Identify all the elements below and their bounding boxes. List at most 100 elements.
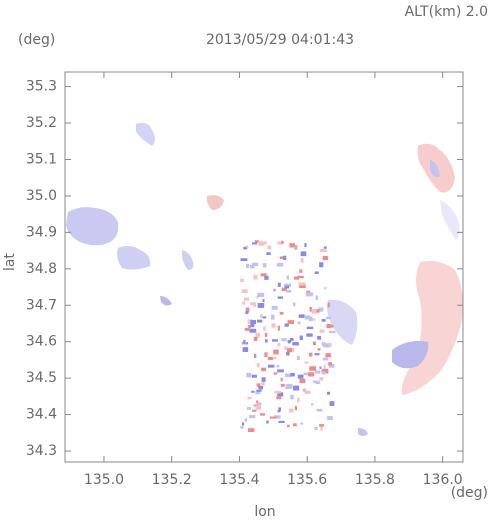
echo-cell	[277, 241, 284, 245]
echo-cell	[289, 337, 294, 341]
echo-cell	[319, 262, 324, 268]
echo-cell	[325, 316, 332, 320]
echo-cell	[314, 427, 318, 431]
echo-cell	[280, 383, 285, 387]
echo-cell	[289, 243, 295, 248]
echo-cell	[328, 362, 332, 366]
echo-cell	[277, 342, 281, 347]
echo-cell	[247, 396, 252, 400]
echo-cell	[328, 343, 332, 347]
echo-cell	[245, 307, 250, 312]
echo-cell	[325, 353, 331, 358]
echo-cell	[305, 292, 313, 297]
echo-cell	[315, 295, 319, 300]
echo-cell	[277, 369, 284, 373]
echo-cell	[290, 372, 295, 377]
echo-cell	[319, 366, 322, 369]
x-tick-label: 135.2	[152, 472, 192, 488]
echo-cell	[312, 341, 316, 346]
echo-cell	[314, 353, 320, 356]
x-unit: (deg)	[451, 485, 488, 501]
echo-cell	[297, 374, 304, 379]
echo-cell	[272, 356, 277, 360]
echo-cell	[276, 364, 280, 368]
echo-cell	[294, 246, 297, 250]
echo-cell	[329, 401, 335, 406]
echo-cell	[260, 273, 267, 277]
echo-cell	[296, 356, 300, 360]
echo-cell	[256, 402, 262, 406]
echo-cell	[284, 283, 292, 287]
echo-cell	[286, 289, 292, 293]
echo-cell	[242, 347, 249, 352]
echo-cell	[253, 404, 258, 407]
echo-cell	[270, 314, 275, 320]
y-tick-label: 35.2	[26, 115, 57, 131]
echo	[358, 428, 368, 436]
echo-cell	[253, 274, 258, 280]
echo-cell	[307, 372, 315, 377]
echo-cell	[257, 303, 265, 308]
echo-cell	[252, 242, 258, 245]
echo-cell	[251, 374, 257, 378]
echo-cell	[264, 275, 269, 280]
echo	[136, 122, 155, 146]
echo-cell	[245, 263, 249, 269]
echo	[430, 160, 440, 178]
x-tick-label: 136.0	[423, 472, 463, 488]
echo-cell	[293, 385, 300, 391]
echo	[160, 296, 172, 306]
y-tick-label: 34.5	[26, 370, 57, 386]
echo-cell	[249, 328, 257, 333]
echo-cell	[293, 302, 296, 307]
echo-cell	[293, 276, 300, 280]
echo-cell	[262, 316, 267, 319]
echo-cell	[274, 415, 281, 419]
echo-cell	[315, 381, 321, 385]
echo-cell	[267, 245, 272, 250]
echo-cell	[323, 365, 326, 369]
echo-cell	[324, 286, 327, 290]
echo-cell	[249, 415, 256, 419]
echo-cell	[241, 289, 248, 293]
echo-cell	[248, 325, 251, 329]
y-tick-label: 34.4	[26, 407, 57, 423]
echo-cell	[292, 423, 297, 427]
echo-cell	[258, 385, 263, 390]
echo-cell	[256, 389, 262, 392]
echo-cell	[281, 338, 287, 342]
echo-cell	[322, 357, 329, 361]
echo-cell	[300, 258, 304, 263]
echo-field	[66, 122, 464, 436]
echo-cell	[273, 349, 279, 355]
echo	[401, 261, 464, 395]
echo-cell	[323, 246, 327, 249]
echo-cell	[261, 367, 266, 372]
echo-cell	[311, 308, 317, 314]
echo-cell	[289, 408, 294, 413]
echo-cell	[292, 342, 299, 346]
echo-cell	[240, 258, 248, 262]
y-tick-label: 35.1	[26, 151, 57, 167]
echo-cell	[321, 368, 329, 374]
echo-cell	[277, 282, 281, 287]
echo-cell	[250, 319, 256, 325]
echo-cell	[252, 409, 257, 412]
x-tick-label: 135.8	[355, 472, 395, 488]
echo-cell	[290, 394, 294, 400]
echo-cell	[261, 377, 266, 382]
echo-cell	[276, 396, 282, 400]
echo-cell	[327, 416, 333, 421]
echo-cell	[304, 315, 311, 320]
echo-cell	[306, 333, 313, 337]
echo-cell	[243, 246, 248, 250]
echo-cell	[306, 326, 314, 329]
echo-cell	[290, 347, 295, 353]
echo-cell	[278, 420, 285, 423]
echo-cell	[271, 305, 278, 310]
echo-cell	[303, 372, 310, 376]
echo-cell	[242, 301, 246, 305]
echo-cell	[273, 372, 278, 375]
echo-cell	[243, 339, 246, 345]
echo-cell	[264, 332, 268, 337]
